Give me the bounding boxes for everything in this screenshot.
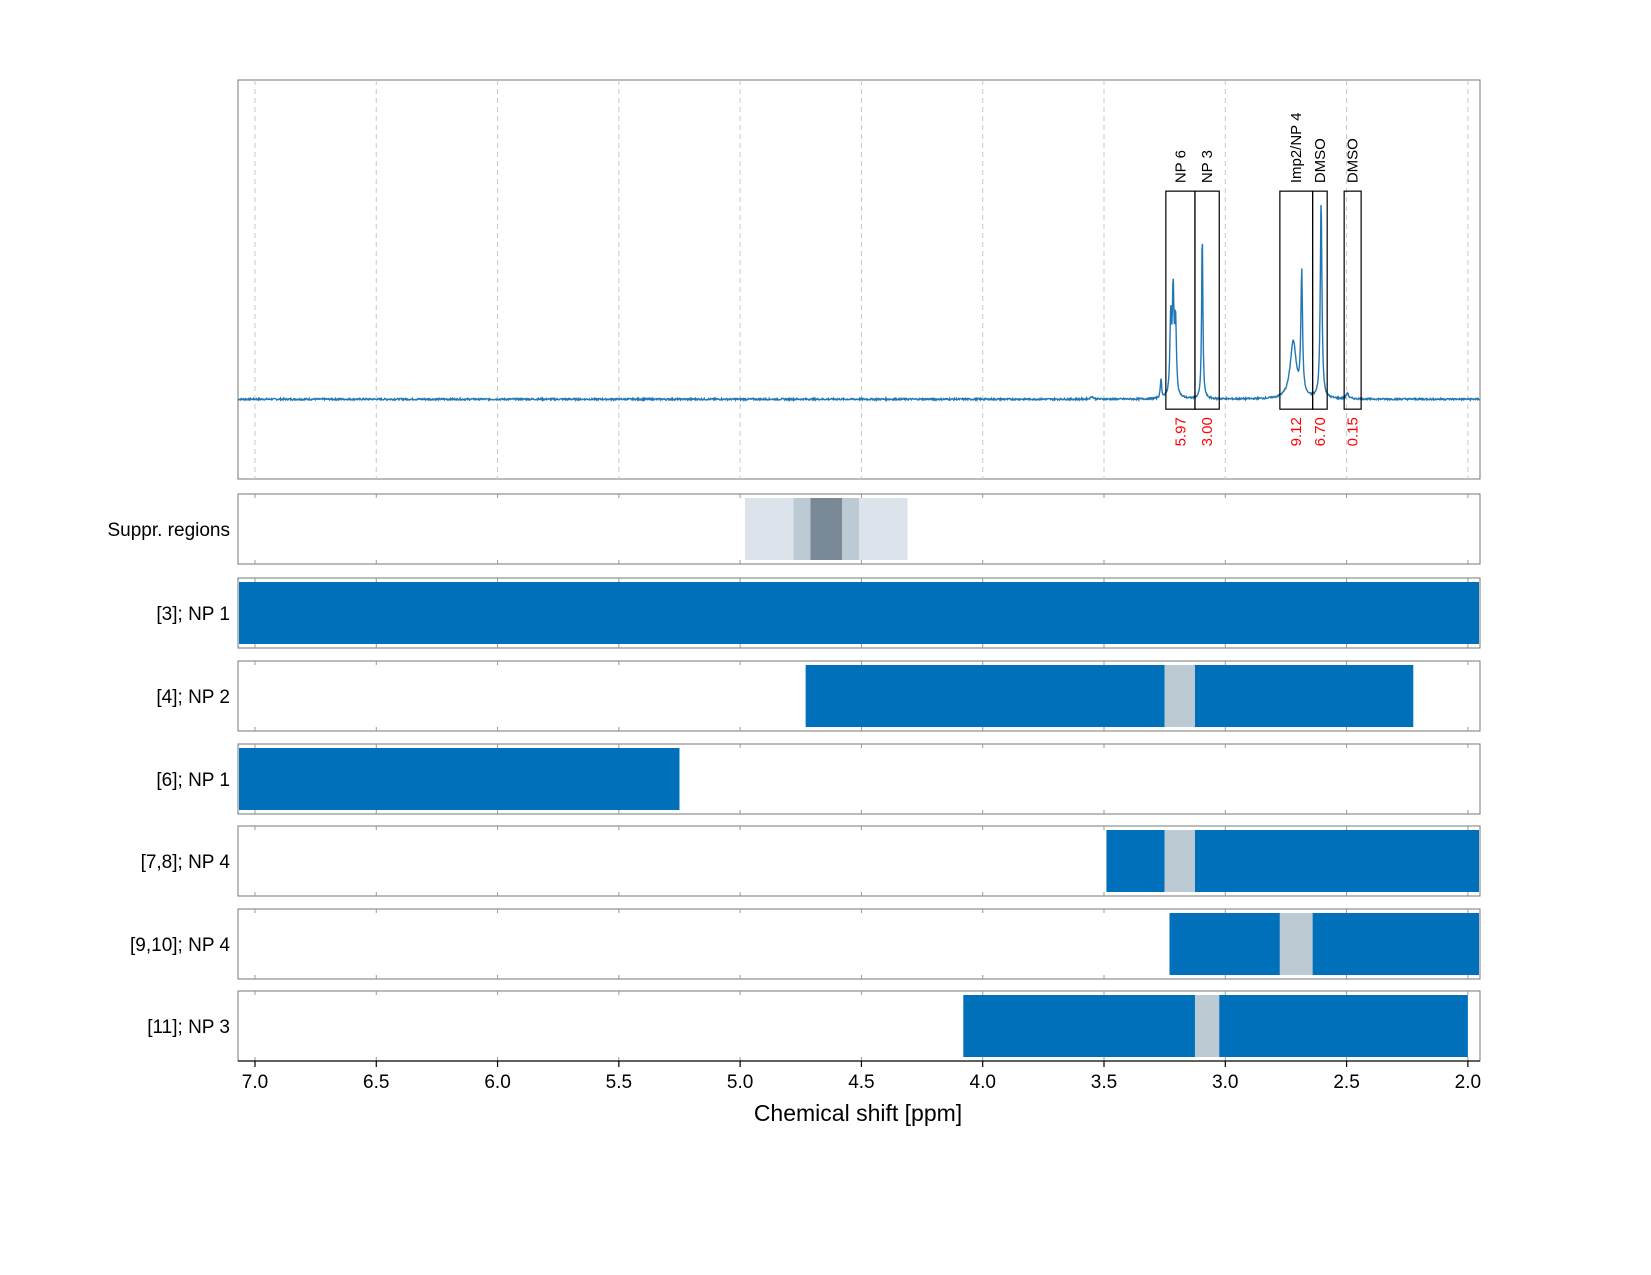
region-segment	[1194, 995, 1220, 1057]
region-row: [11]; NP 3	[147, 990, 1481, 1062]
region-segment	[963, 995, 1195, 1057]
region-segment	[1106, 830, 1165, 892]
x-tick-label: 5.0	[727, 1072, 753, 1093]
region-row: [6]; NP 1	[156, 743, 1481, 815]
region-segment	[1194, 665, 1414, 727]
x-tick-label: 4.5	[848, 1072, 874, 1093]
integral-value: 3.00	[1199, 417, 1216, 446]
spectrum-frame	[237, 79, 1481, 480]
region-segment	[1169, 913, 1280, 975]
peak-label: NP 3	[1199, 150, 1216, 183]
x-axis-label: Chemical shift [ppm]	[754, 1100, 962, 1126]
integration-box	[1343, 190, 1362, 410]
row-label: [7,8]; NP 4	[141, 852, 231, 873]
region-segment	[1312, 913, 1479, 975]
peak-label: DMSO	[1345, 138, 1362, 183]
peak-label: NP 6	[1172, 150, 1189, 183]
x-tick-label: 2.0	[1455, 1072, 1481, 1093]
x-tick-label: 6.0	[484, 1072, 510, 1093]
region-segment	[1164, 830, 1195, 892]
x-tick-label: 5.5	[606, 1072, 632, 1093]
region-segment	[805, 665, 1165, 727]
region-segment	[1164, 665, 1195, 727]
region-row: [3]; NP 1	[156, 577, 1481, 649]
region-segment	[239, 748, 680, 810]
integration-box	[1312, 190, 1328, 410]
row-label: [9,10]; NP 4	[130, 935, 230, 956]
region-rows: Suppr. regions [3]; NP 1 [4]; NP 2 [6]; NP …	[107, 493, 1481, 1062]
spectrum-panel: NP 6 5.97 NP 3 3.00 Imp2/NP 4 9.12 DMSO 6.70 DMS…	[237, 79, 1481, 480]
row-label: [3]; NP 1	[156, 604, 230, 625]
region-row: [4]; NP 2	[156, 660, 1481, 732]
region-segment	[1279, 913, 1313, 975]
row-label: Suppr. regions	[107, 520, 230, 541]
x-tick-label: 7.0	[242, 1072, 268, 1093]
x-tick-label: 4.0	[970, 1072, 996, 1093]
region-segment	[810, 498, 843, 560]
region-row: Suppr. regions	[107, 493, 1481, 565]
region-segment	[1219, 995, 1468, 1057]
x-tick-label: 2.5	[1333, 1072, 1359, 1093]
row-label: [6]; NP 1	[156, 770, 230, 791]
integral-value: 0.15	[1345, 417, 1362, 446]
spectrum-trace	[237, 204, 1481, 403]
region-row: [7,8]; NP 4	[141, 825, 1481, 897]
integral-value: 9.12	[1288, 417, 1305, 446]
integration-box	[1194, 190, 1220, 410]
x-axis: 7.0 6.5 6.0 5.5 5.0 4.5 4.0 3.5 3.0 2.5 2.0	[238, 1060, 1481, 1093]
region-row: [9,10]; NP 4	[130, 908, 1481, 980]
x-tick-label: 6.5	[363, 1072, 389, 1093]
integral-value: 5.97	[1172, 417, 1189, 446]
x-tick-label: 3.5	[1091, 1072, 1117, 1093]
peak-label: Imp2/NP 4	[1288, 113, 1305, 184]
x-tick-label: 3.0	[1212, 1072, 1238, 1093]
region-segment	[239, 582, 1479, 644]
integral-value: 6.70	[1312, 417, 1329, 446]
row-label: [4]; NP 2	[156, 687, 230, 708]
peak-label: DMSO	[1312, 138, 1329, 183]
row-label: [11]; NP 3	[147, 1017, 230, 1038]
region-segment	[1194, 830, 1479, 892]
